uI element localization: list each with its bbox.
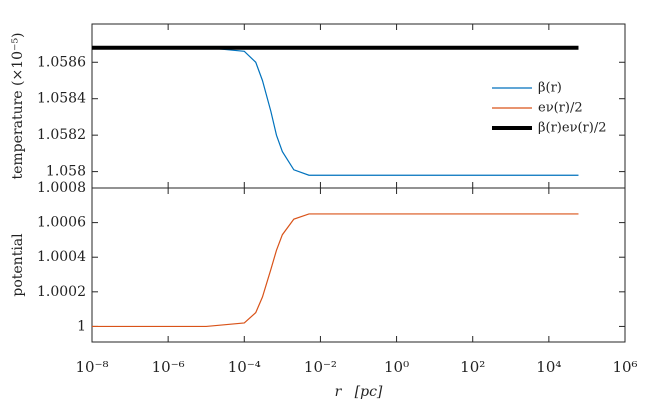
y-axis-label: temperature (×10⁻⁵) xyxy=(10,32,26,179)
x-tick-label: 10⁻⁸ xyxy=(75,358,108,376)
legend-label: β(r) xyxy=(538,81,562,96)
y-tick-label: 1.0008 xyxy=(37,180,86,196)
legend-label: β(r)eν(r)/2 xyxy=(538,121,606,136)
y-tick-label: 1 xyxy=(77,318,86,334)
x-tick-label: 10⁶ xyxy=(612,358,637,376)
data-line xyxy=(92,213,579,328)
y-tick-label: 1.0584 xyxy=(37,91,86,107)
legend-label: eν(r)/2 xyxy=(538,101,583,116)
x-tick-label: 10⁰ xyxy=(384,358,409,376)
x-tick-label: 10⁻⁶ xyxy=(152,358,185,376)
y-tick-label: 1.0002 xyxy=(37,284,86,300)
data-line xyxy=(92,47,579,176)
y-tick-label: 1.0586 xyxy=(37,54,86,70)
y-tick-label: 1.058 xyxy=(46,164,86,180)
y-tick-label: 1.0006 xyxy=(37,215,86,231)
plot-frame xyxy=(91,187,626,343)
y-tick-label: 1.0004 xyxy=(37,249,86,265)
y-axis-label: potential xyxy=(10,233,26,297)
x-tick-label: 10⁴ xyxy=(536,358,561,376)
y-tick-label: 1.0582 xyxy=(37,127,86,143)
x-tick-label: 10² xyxy=(460,358,485,376)
x-tick-label: 10⁻⁴ xyxy=(228,358,261,376)
x-tick-label: 10⁻² xyxy=(304,358,337,376)
x-axis-label: r [pc] xyxy=(335,384,383,400)
